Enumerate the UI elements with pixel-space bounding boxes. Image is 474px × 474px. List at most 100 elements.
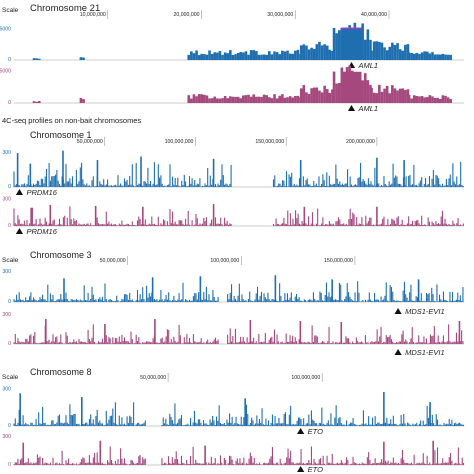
data-bar: [396, 43, 399, 60]
data-bar: [425, 97, 429, 103]
y-tick-label: 300: [2, 312, 11, 318]
data-bar: [412, 53, 416, 60]
data-bar: [428, 53, 432, 60]
data-bar: [247, 94, 250, 103]
data-bar: [273, 51, 276, 60]
data-bar: [223, 96, 227, 103]
data-bar: [438, 99, 442, 103]
data-bar: [226, 53, 230, 60]
y-tick-label: 300: [2, 197, 11, 203]
data-bar: [187, 54, 191, 60]
tick-label: 150,000,000: [255, 139, 284, 145]
track-chr21-blue: 5000 0 AML1: [0, 22, 464, 70]
data-bar: [312, 87, 316, 103]
tick-label: 100,000,000: [210, 258, 239, 264]
data-bar: [310, 88, 313, 103]
y-tick-label: 300: [2, 269, 11, 275]
tick-label: 150,000,000: [324, 258, 353, 264]
data-bar: [410, 98, 413, 103]
gene-label: AML1: [358, 61, 379, 70]
data-bar: [388, 93, 392, 103]
tick-label: 200,000,000: [346, 139, 375, 145]
data-bar: [236, 96, 240, 103]
data-bar: [325, 89, 329, 103]
data-bar: [370, 87, 373, 103]
data-bar: [216, 52, 219, 60]
track-chr1-magenta: 300 0 PRDM16: [2, 197, 464, 236]
data-bar: [302, 85, 306, 103]
data-bar: [370, 50, 373, 60]
gene-marker-triangle: [394, 349, 402, 355]
y-tick-label: 300: [2, 434, 11, 440]
scale-label-chr3: Scale: [2, 257, 19, 264]
gene-label: PRDM16: [26, 227, 57, 236]
data-bar: [265, 95, 269, 103]
data-bar: [361, 80, 364, 103]
y-tick-label: 0: [8, 423, 11, 429]
data-bar: [255, 96, 258, 103]
data-bar: [190, 98, 193, 103]
gene-label: ETO: [308, 427, 323, 436]
data-bar: [218, 51, 222, 60]
data-bar: [216, 98, 219, 103]
data-bar: [335, 83, 338, 103]
data-bar: [296, 49, 300, 60]
tick-label: 50,000,000: [77, 139, 103, 145]
data-bar: [418, 53, 421, 60]
data-bar: [203, 94, 206, 103]
data-bar: [315, 44, 319, 60]
ticks-chr8: 50,000,000 100,000,000: [140, 373, 323, 382]
track-chr1-blue: 300 0 PRDM16: [2, 150, 464, 197]
data-bar: [396, 90, 399, 103]
data-bar: [260, 54, 263, 60]
data-bar: [288, 53, 292, 60]
data-bar: [192, 94, 196, 103]
panel-title-chr8: Chromosome 8: [30, 367, 92, 377]
data-bar: [268, 51, 271, 60]
data-bar: [281, 94, 284, 103]
data-bar: [431, 96, 434, 103]
data-bar: [187, 95, 191, 103]
data-bar: [320, 92, 324, 103]
data-bar: [323, 85, 326, 103]
y-tick-label: 5000: [0, 69, 11, 75]
panel-title-chr1: Chromosome 1: [30, 130, 92, 140]
data-bar: [415, 96, 419, 103]
data-bar: [190, 51, 193, 60]
data-bar: [79, 97, 83, 103]
data-bar: [255, 50, 258, 60]
data-bar: [393, 45, 397, 60]
data-bar: [363, 39, 367, 60]
data-bar: [415, 52, 419, 60]
data-bar: [425, 51, 429, 60]
data-bar: [383, 47, 386, 60]
data-bar: [252, 50, 256, 60]
data-bar: [234, 54, 237, 60]
data-bar: [312, 48, 316, 60]
data-bar: [407, 94, 411, 103]
data-bar: [281, 50, 284, 60]
data-bar: [200, 53, 204, 60]
y-tick-label: 5000: [0, 26, 11, 32]
data-bar: [375, 41, 379, 60]
data-bar: [288, 96, 292, 103]
data-bar: [208, 98, 211, 103]
data-bar: [337, 30, 341, 60]
data-bar: [323, 44, 326, 60]
data-bar: [372, 92, 376, 103]
data-bar: [433, 54, 437, 60]
y-tick-label: 0: [8, 299, 11, 305]
data-bar: [436, 54, 439, 60]
data-bar: [372, 41, 376, 60]
data-bar: [192, 53, 196, 60]
data-bar: [383, 88, 386, 103]
data-bar: [328, 49, 332, 60]
data-bar: [270, 54, 274, 60]
data-bar: [195, 96, 198, 103]
data-bar: [302, 44, 306, 60]
y-tick-label: 0: [8, 57, 11, 63]
data-bar: [229, 50, 232, 60]
data-bar: [332, 71, 336, 103]
data-bar: [378, 84, 381, 103]
data-bar: [393, 88, 397, 103]
